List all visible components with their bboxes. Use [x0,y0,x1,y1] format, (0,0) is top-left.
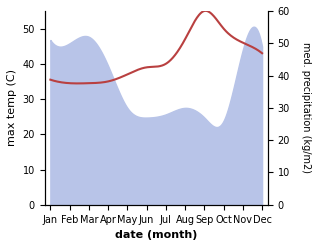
Y-axis label: max temp (C): max temp (C) [7,69,17,146]
Y-axis label: med. precipitation (kg/m2): med. precipitation (kg/m2) [301,42,311,173]
X-axis label: date (month): date (month) [115,230,197,240]
